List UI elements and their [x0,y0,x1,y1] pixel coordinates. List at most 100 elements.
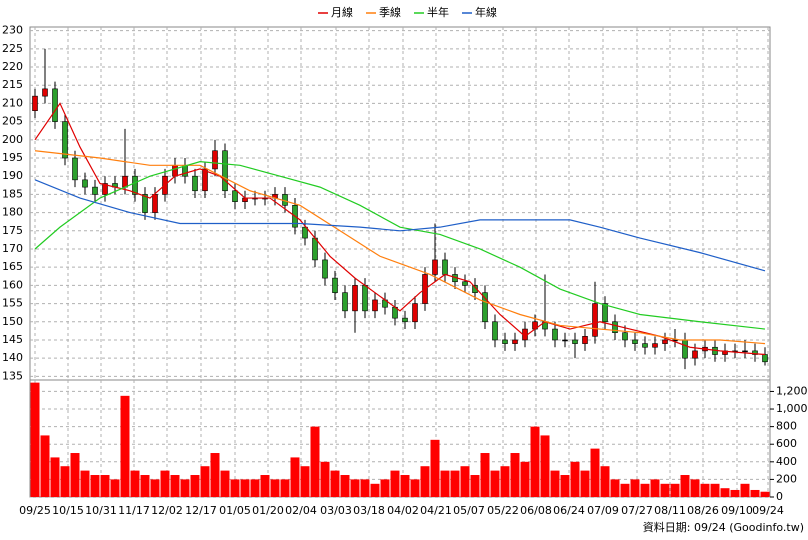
candle-body [492,321,498,341]
volume-bar [140,475,150,497]
y-tick-label: 170 [2,242,23,255]
y2-tick-label: 0 [776,490,783,503]
volume-bar [40,435,50,497]
candle-body [582,336,588,344]
candle-body [362,285,368,312]
candle-body [682,339,688,359]
x-tick-label: 07/27 [621,504,653,517]
candle-body [92,186,98,195]
candle-body [372,299,378,312]
x-tick-label: 11/17 [118,504,150,517]
candle-body [692,350,698,359]
candle-body [82,179,88,188]
x-tick-label: 04/02 [387,504,419,517]
volume-bar [490,470,500,497]
price-panel [29,26,771,381]
volume-bar [110,479,120,497]
y-tick-label: 165 [2,260,23,273]
volume-bar [560,475,570,497]
y-tick-label: 185 [2,187,23,200]
volume-bar [370,483,380,497]
volume-bar [570,461,580,497]
x-tick-label: 10/15 [52,504,84,517]
candle-body [222,150,228,192]
candle-body [612,321,618,333]
volume-bar [660,483,670,497]
y-tick-label: 135 [2,369,23,382]
volume-bar [240,479,250,497]
volume-bar [160,470,170,497]
volume-bar [60,466,70,497]
volume-bar [640,483,650,497]
ma-line [34,102,766,356]
volume-bar [220,470,230,497]
volume-bar [210,453,220,497]
y2-tick-label: 1,200 [776,384,808,397]
candle-body [562,339,568,342]
candle-body [172,164,178,177]
y-tick-label: 200 [2,133,23,146]
y2-tick-label: 600 [776,437,797,450]
volume-bar [80,470,90,497]
volume-bar [410,479,420,497]
y2-tick-label: 800 [776,420,797,433]
volume-bar [300,466,310,497]
volume-bar [190,475,200,497]
candle-body [312,237,318,261]
volume-bar [650,479,660,497]
x-tick-label: 12/02 [151,504,183,517]
y-tick-label: 145 [2,333,23,346]
candle-body [342,292,348,312]
volume-bar [720,488,730,497]
volume-bar [710,483,720,497]
volume-bar [120,395,130,497]
candle-body [652,343,658,348]
volume-bar [750,489,760,497]
ma-line [34,150,766,345]
volume-bar [530,426,540,497]
volume-bar [250,479,260,497]
candle-body [502,339,508,344]
candle-body [332,277,338,293]
x-tick-label: 06/08 [520,504,552,517]
candle-body [192,175,198,192]
candle-body [482,292,488,323]
volume-bar [480,453,490,497]
volume-bar [390,470,400,497]
source-note: 資料日期: 09/24 (Goodinfo.tw) [643,520,804,534]
volume-bar [590,448,600,497]
volume-bar [430,439,440,497]
y-tick-label: 215 [2,78,23,91]
y2-tick-label: 200 [776,472,797,485]
x-tick-label: 03/03 [320,504,352,517]
volume-bar [440,470,450,497]
volume-bar [510,453,520,497]
candle-body [142,194,148,213]
volume-bar [310,426,320,497]
candle-body [232,190,238,202]
volume-bar [670,483,680,497]
volume-bar [320,461,330,497]
volume-bar [420,466,430,497]
volume-bar [690,479,700,497]
candle-body [592,303,598,337]
candle-body [742,350,748,353]
volume-bar [550,470,560,497]
volume-bar [740,483,750,497]
volume-bar [580,470,590,497]
x-tick-label: 01/20 [252,504,284,517]
candle-body [62,121,68,159]
ma-line [34,179,766,272]
candle-body [642,343,648,348]
volume-bar [730,489,740,497]
candle-body [152,194,158,213]
candle-body [212,150,218,170]
y-tick-label: 150 [2,315,23,328]
volume-bar [100,475,110,497]
candle-body [122,175,128,188]
candle-body [322,259,328,279]
legend-label: 半年 [427,5,449,19]
ma-line [34,161,766,330]
volume-bar [500,466,510,497]
